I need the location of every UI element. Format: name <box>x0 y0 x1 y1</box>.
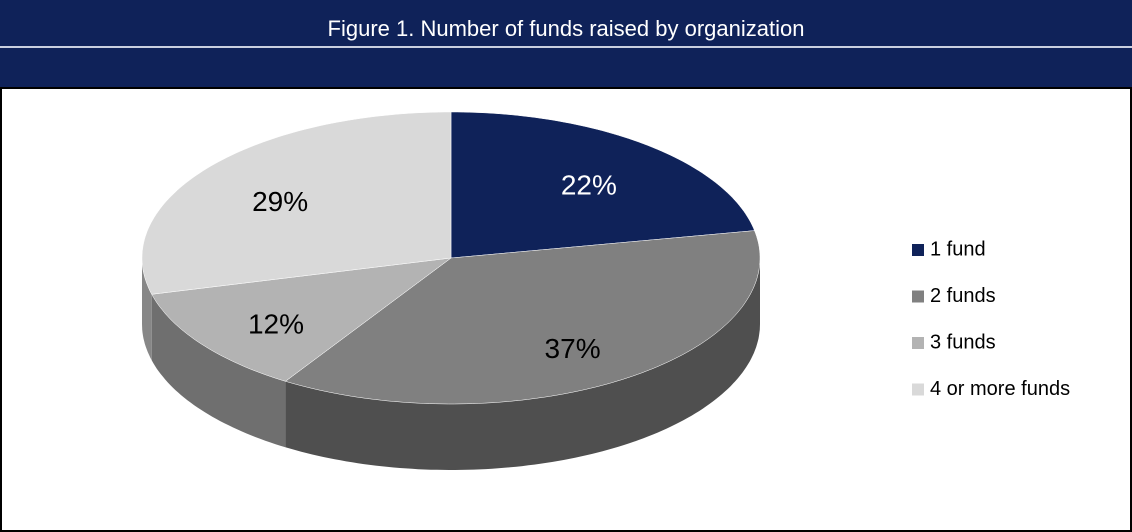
legend: 1 fund 2 funds 3 funds 4 or more funds <box>912 238 1070 400</box>
pie-side <box>285 258 760 470</box>
legend-swatch <box>912 244 924 256</box>
pie-slice <box>450 111 755 259</box>
data-label: 29% <box>252 186 308 217</box>
legend-swatch <box>912 383 924 396</box>
pie-slice <box>141 111 452 295</box>
pie: 22% 37% 12% 29% <box>141 111 761 470</box>
sub-band <box>0 48 1132 88</box>
data-label: 22% <box>561 170 617 201</box>
chart-title: Figure 1. Number of funds raised by orga… <box>328 16 805 41</box>
pie-side <box>142 258 152 361</box>
data-label: 12% <box>248 308 304 339</box>
pie-slice <box>151 257 452 382</box>
pie-slice <box>284 230 761 405</box>
legend-label: 3 funds <box>930 331 996 353</box>
legend-label: 2 funds <box>930 285 996 307</box>
legend-label: 4 or more funds <box>930 378 1070 400</box>
legend-label: 1 fund <box>930 238 986 260</box>
legend-swatch <box>912 337 924 349</box>
data-label: 37% <box>545 333 601 364</box>
band-separator <box>0 46 1132 48</box>
title-band <box>0 0 1132 46</box>
legend-swatch <box>912 290 924 303</box>
